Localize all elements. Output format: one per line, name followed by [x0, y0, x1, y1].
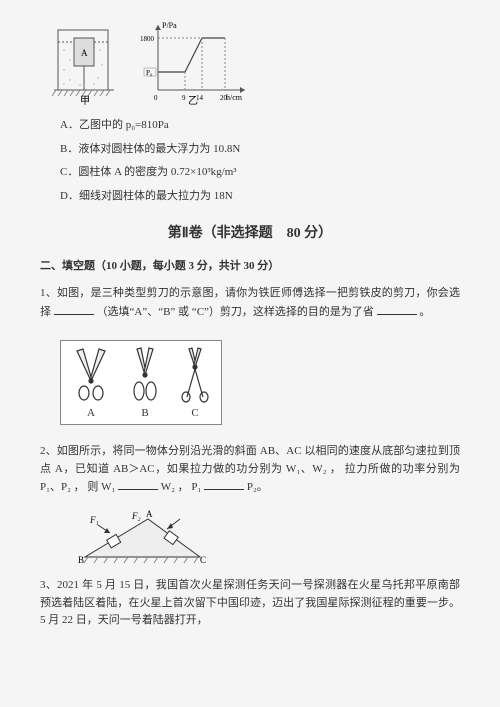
- question-2: 2、如图所示，将同一物体分别沿光滑的斜面 AB、AC 以相同的速度从底部匀速拉到…: [40, 443, 460, 497]
- force-F1: F₁: [89, 515, 99, 525]
- label-jia: 甲: [80, 96, 90, 105]
- scissors-figure: A B: [60, 340, 222, 426]
- option-B: B．液体对圆柱体的最大浮力为 10.8N: [60, 141, 460, 159]
- option-D: D．细线对圆柱体的最大拉力为 18N: [60, 188, 460, 206]
- scissors-A-icon: [69, 347, 113, 403]
- option-A: A．乙图中的 p₀=810Pa: [60, 117, 460, 135]
- q2-blank-1: [118, 478, 158, 490]
- label-yi: 乙: [188, 95, 198, 105]
- ytick-p0: P₀: [146, 69, 153, 77]
- scissors-B-icon: [125, 347, 165, 403]
- q1-text-b: （选填“A”、“B” 或 “C”）剪刀，这样选择的目的是为了省: [97, 306, 374, 318]
- scissors-label-B: B: [125, 405, 165, 423]
- q1-text-c: 。: [419, 306, 430, 318]
- yaxis-label: P/Pa: [162, 21, 177, 30]
- force-F2: F₂: [131, 511, 141, 521]
- figure-graph: P/Pa h/cm 1800 P₀ 0 9 14 20 乙: [140, 20, 250, 105]
- xtick-0: 0: [154, 94, 158, 102]
- xaxis-label: h/cm: [226, 93, 243, 102]
- q2-blank-2: [204, 478, 244, 490]
- incline-A: A: [146, 509, 153, 519]
- ytick-1800: 1800: [140, 35, 155, 43]
- q2-text-c: P₂。: [247, 481, 268, 493]
- option-C: C．圆柱体 A 的密度为 0.72×10³kg/m³: [60, 164, 460, 182]
- incline-C: C: [200, 555, 206, 565]
- scissors-label-A: A: [69, 405, 113, 423]
- q1-blank-1: [54, 303, 94, 315]
- xtick-20: 20: [220, 94, 228, 102]
- fill-blank-header: 二、填空题（10 小题，每小题 3 分，共计 30 分）: [40, 258, 460, 276]
- question-1: 1、如图，是三种类型剪刀的示意图，请你为铁匠师傅选择一把剪铁皮的剪刀，你会选择 …: [40, 285, 460, 321]
- q2-text-b: W₂ ， P₁: [161, 481, 202, 493]
- incline-B: B: [78, 555, 84, 565]
- block-label: A: [81, 48, 88, 58]
- q1-blank-2: [377, 303, 417, 315]
- xtick-9: 9: [182, 94, 186, 102]
- figure-row-top: A 甲 P/Pa h/cm 1800 P₀ 0 9 14 20 乙: [40, 20, 460, 105]
- scissors-label-C: C: [177, 405, 213, 423]
- incline-figure: F₁ F₂ A B C: [70, 507, 220, 567]
- q3-text: 3、2021 年 5 月 15 日，我国首次火星探测任务天问一号探测器在火星乌托…: [40, 579, 460, 626]
- scissors-C-icon: [177, 347, 213, 403]
- figure-container: A 甲: [50, 20, 120, 105]
- question-3: 3、2021 年 5 月 15 日，我国首次火星探测任务天问一号探测器在火星乌托…: [40, 577, 460, 630]
- section-2-title: 第Ⅱ卷（非选择题 80 分）: [40, 223, 460, 245]
